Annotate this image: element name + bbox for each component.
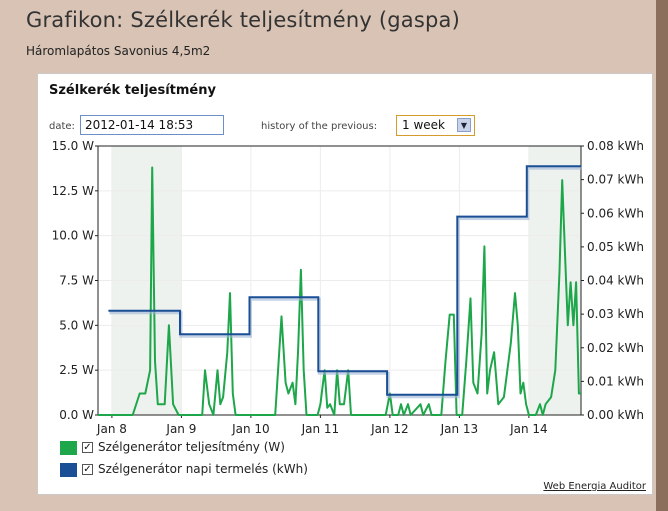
y-left-tick-label: 10.0 W	[52, 229, 95, 243]
date-label: date:	[49, 121, 75, 132]
y-right-tick-label: 0.05 kWh	[587, 240, 644, 254]
x-tick-label: Jan 13	[440, 422, 479, 436]
x-tick-label: Jan 8	[96, 422, 127, 436]
series-line-energy	[108, 165, 581, 396]
x-tick-label: Jan 12	[370, 422, 409, 436]
y-right-tick-label: 0.06 kWh	[587, 206, 644, 220]
y-right-tick-label: 0.04 kWh	[587, 274, 644, 288]
x-tick-label: Jan 14	[509, 422, 548, 436]
x-tick-label: Jan 10	[231, 422, 270, 436]
series-shadow-energy	[109, 166, 582, 399]
chevron-down-icon[interactable]: ▼	[457, 118, 471, 132]
y-left-tick-label: 15.0 W	[52, 139, 95, 153]
y-right-tick-label: 0.07 kWh	[587, 173, 644, 187]
legend-label-power: Szélgenerátor teljesítmény (W)	[98, 440, 285, 454]
page-subtitle: Háromlapátos Savonius 4,5m2	[26, 44, 211, 58]
legend-swatch-energy	[60, 463, 77, 477]
history-label: history of the previous:	[261, 121, 378, 132]
page-title: Grafikon: Szélkerék teljesítmény (gaspa)	[26, 8, 460, 32]
y-right-tick-label: 0.01 kWh	[587, 374, 644, 388]
x-tick-label: Jan 11	[301, 422, 340, 436]
y-right-tick-label: 0.08 kWh	[587, 139, 644, 153]
y-left-tick-label: 5.0 W	[59, 318, 94, 332]
y-right-tick-label: 0.02 kWh	[587, 341, 644, 355]
footer-link-web-energia-auditor[interactable]: Web Energia Auditor	[543, 481, 646, 492]
history-select-value: 1 week	[402, 118, 445, 132]
y-left-tick-label: 12.5 W	[52, 184, 95, 198]
legend-checkbox-power[interactable]: ✓	[82, 442, 93, 453]
history-select[interactable]: 1 week ▼	[396, 115, 475, 136]
x-tick-label: Jan 9	[165, 422, 196, 436]
chart-area: 0.0 W 2.5 W 5.0 W 7.5 W 10.0 W 12.5 W 15.0 W 0.…	[52, 139, 644, 436]
right-border-strip	[656, 0, 668, 511]
chart-card: Szélkerék teljesítmény date: history of …	[37, 73, 653, 495]
y-right-tick-label: 0.03 kWh	[587, 307, 644, 321]
y-left-tick-label: 7.5 W	[59, 274, 94, 288]
y-right-tick-label: 0.00 kWh	[587, 408, 644, 422]
card-title: Szélkerék teljesítmény	[49, 83, 216, 98]
date-input[interactable]	[80, 115, 224, 135]
legend-label-energy: Szélgenerátor napi termelés (kWh)	[98, 462, 308, 476]
series-line-power	[98, 166, 581, 416]
legend-checkbox-energy[interactable]: ✓	[82, 464, 93, 475]
y-left-tick-label: 0.0 W	[59, 408, 94, 422]
legend-swatch-power	[60, 441, 77, 455]
y-left-tick-label: 2.5 W	[59, 363, 94, 377]
